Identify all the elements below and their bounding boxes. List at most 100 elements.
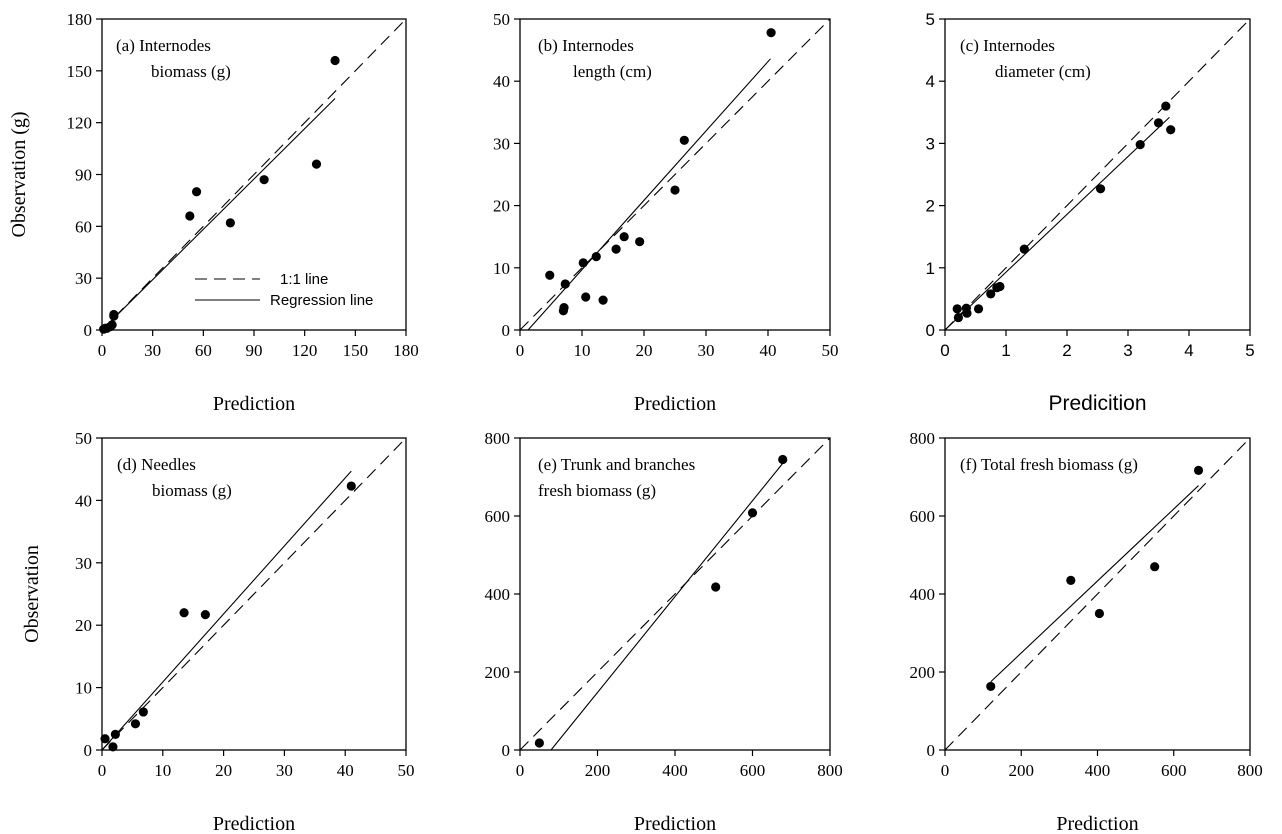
chart-e-x-tick-label: 400 (662, 761, 688, 780)
chart-e-regression-line (550, 463, 784, 751)
chart-e-data-point (534, 738, 544, 748)
chart-b-y-tick-label: 20 (493, 197, 510, 216)
chart-e-y-tick-label: 0 (502, 741, 511, 760)
chart-e-x-tick-label: 0 (516, 761, 525, 780)
chart-d-x-tick-label: 50 (398, 761, 415, 780)
chart-e-data-point (747, 508, 758, 518)
chart-b-data-point (578, 258, 588, 268)
chart-b-data-point (619, 232, 629, 242)
chart-b-y-tick-label: 50 (493, 10, 510, 29)
chart-b-data-point (679, 135, 689, 145)
chart-e-data-point (778, 454, 788, 465)
chart-f-x-tick-label: 400 (1085, 761, 1111, 780)
chart-c-x-tick-label: 0 (940, 341, 949, 360)
chart-f-x-tick-label: 0 (941, 761, 950, 780)
chart-a-panel-title-line: (a) Internodes (116, 36, 211, 55)
chart-f-y-tick-label: 400 (910, 585, 936, 604)
chart-e-y-tick-label: 600 (485, 507, 511, 526)
chart-f-one-to-one-line (944, 437, 1251, 751)
chart-d-regression-line (101, 470, 352, 751)
chart-a-y-tick-label: 90 (75, 166, 92, 185)
chart-b-data-point (670, 185, 680, 195)
chart-a-y-tick-label: 120 (67, 114, 93, 133)
chart-c-panel-title-line: (c) Internodes (960, 36, 1055, 55)
chart-a-x-tick-label: 180 (393, 341, 419, 360)
chart-c-plot-frame (944, 18, 1251, 331)
chart-d-y-tick-label: 50 (75, 429, 92, 448)
chart-f-data-point (1150, 562, 1160, 572)
chart-c-x-tick-label: 3 (1123, 341, 1132, 360)
chart-a-data-point (109, 309, 119, 320)
chart-b-panel-title-line: length (cm) (573, 62, 652, 81)
chart-a-y-tick-label: 60 (75, 217, 92, 236)
chart-d: 0 10 20 30 40 50 0 10 20 30 40 50 (d) Needles biomass… (21, 429, 415, 834)
chart-c-data-point (1135, 140, 1145, 150)
chart-a-one-to-one-line (101, 18, 407, 331)
chart-e-y-tick-label: 400 (485, 585, 511, 604)
chart-b-y-tick-label: 0 (502, 321, 511, 340)
chart-e-y-tick-label: 800 (485, 429, 511, 448)
chart-c: 0 1 2 3 4 5 0 1 2 3 4 5 (c) Internodes diameter (cm) P… (926, 10, 1255, 415)
chart-b-regression-line (527, 58, 771, 331)
chart-a-x-tick-label: 30 (144, 341, 161, 360)
chart-b-data-point (598, 295, 608, 305)
chart-f-y-tick-label: 0 (927, 741, 936, 760)
chart-a-data-point (225, 218, 235, 228)
chart-c-y-tick-label: 1 (926, 259, 935, 278)
chart-a-x-tick-label: 0 (98, 341, 107, 360)
chart-f-y-tick-label: 600 (910, 507, 936, 526)
legend-regression-label: Regression line (270, 292, 373, 309)
chart-d-data-point (179, 608, 189, 618)
chart-b-x-tick-label: 40 (760, 341, 777, 360)
chart-b-x-tick-label: 50 (822, 341, 839, 360)
chart-c-data-point (995, 281, 1005, 292)
chart-d-panel-title-line: biomass (g) (152, 481, 232, 500)
chart-d-y-tick-label: 30 (75, 554, 92, 573)
chart-d-x-tick-label: 20 (215, 761, 232, 780)
chart-a-y-tick-label: 30 (75, 269, 92, 288)
chart-d-y-axis-title: Observation (21, 545, 43, 643)
chart-f-data-point (1193, 465, 1204, 475)
chart-b-x-tick-label: 10 (574, 341, 591, 360)
chart-d-data-point (200, 609, 210, 620)
chart-a-x-tick-label: 150 (343, 341, 369, 360)
chart-c-panel-title-line: diameter (cm) (995, 62, 1091, 81)
chart-e-x-axis-title: Prediction (634, 813, 716, 834)
chart-b: 0 10 20 30 40 50 0 10 20 30 40 50 (b) Internodes leng… (493, 10, 839, 415)
chart-a-y-tick-label: 0 (84, 321, 93, 340)
chart-a-data-point (311, 159, 322, 169)
chart-d-x-tick-label: 30 (276, 761, 293, 780)
chart-d-x-tick-label: 40 (337, 761, 354, 780)
chart-c-data-point (1019, 244, 1029, 254)
chart-d-data-point (346, 481, 356, 491)
chart-b-y-tick-label: 40 (493, 72, 510, 91)
chart-b-one-to-one-line (519, 18, 831, 331)
legend-one-to-one-label: 1:1 line (280, 271, 328, 288)
chart-d-y-tick-label: 40 (75, 491, 92, 510)
chart-c-y-tick-label: 5 (926, 10, 935, 29)
chart-a-regression-line (101, 98, 336, 331)
chart-b-x-tick-label: 20 (636, 341, 653, 360)
chart-c-x-tick-label: 4 (1184, 341, 1193, 360)
chart-d-y-tick-label: 10 (75, 679, 92, 698)
chart-e-one-to-one-line (519, 437, 831, 751)
chart-c-x-axis-title: Predicition (1048, 392, 1146, 415)
chart-a-x-axis-title: Prediction (213, 393, 295, 415)
chart-a-x-tick-label: 120 (292, 341, 318, 360)
chart-c-data-point (1095, 184, 1106, 194)
chart-f-x-tick-label: 800 (1237, 761, 1263, 780)
chart-b-data-point (611, 244, 621, 254)
chart-b-x-tick-label: 0 (516, 341, 525, 360)
chart-b-data-point (591, 252, 601, 262)
chart-c-data-point (1166, 125, 1176, 135)
chart-a-data-point (107, 320, 117, 330)
chart-c-x-tick-label: 2 (1062, 341, 1071, 360)
chart-e-data-point (711, 582, 721, 592)
chart-d-one-to-one-line (101, 437, 407, 751)
chart-d-data-point (100, 734, 110, 744)
chart-e: 0 200 400 600 800 0 200 400 600 800 (e) Trunk and … (485, 429, 843, 834)
chart-e-x-tick-label: 600 (740, 761, 766, 780)
chart-d-data-point (130, 719, 141, 729)
chart-d-panel-title-line: (d) Needles (117, 455, 196, 474)
chart-f-y-tick-label: 200 (910, 663, 936, 682)
